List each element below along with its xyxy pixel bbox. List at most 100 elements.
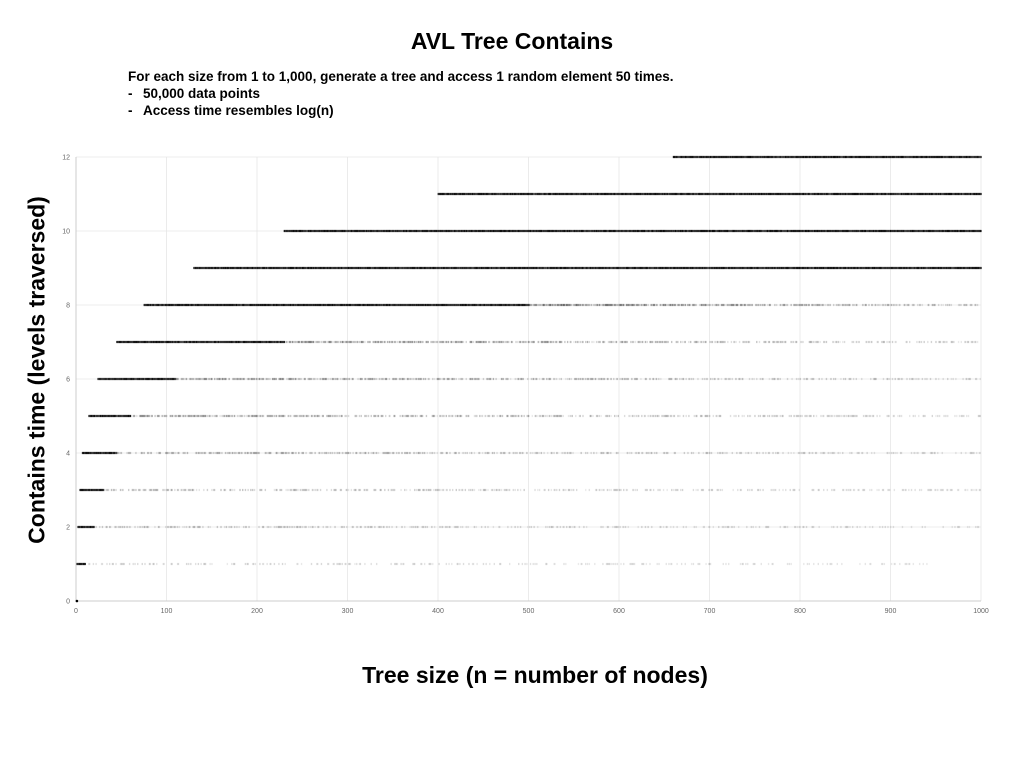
- data-point: [172, 451, 174, 455]
- data-point: [431, 525, 433, 529]
- data-point: [947, 303, 949, 307]
- data-point: [397, 303, 400, 307]
- data-point: [832, 451, 834, 455]
- data-point: [316, 303, 318, 307]
- data-point: [428, 377, 430, 381]
- data-point: [207, 525, 210, 529]
- data-point: [202, 266, 204, 270]
- data-point: [460, 414, 462, 418]
- data-point: [326, 414, 328, 418]
- data-point: [254, 451, 257, 455]
- data-point: [755, 266, 757, 270]
- data-point: [333, 414, 335, 418]
- data-point: [510, 525, 513, 529]
- data-point: [610, 266, 612, 270]
- data-point: [389, 266, 391, 270]
- data-point: [449, 488, 451, 492]
- data-point: [645, 303, 648, 307]
- data-point: [718, 525, 720, 529]
- data-point: [530, 377, 533, 381]
- data-point: [862, 414, 865, 418]
- data-point: [715, 414, 717, 418]
- data-point: [896, 451, 898, 455]
- data-point: [278, 340, 280, 344]
- data-point: [901, 377, 904, 381]
- data-point: [236, 266, 238, 270]
- data-point: [543, 488, 545, 492]
- data-point: [565, 562, 567, 566]
- data-point: [253, 340, 256, 344]
- data-point: [769, 266, 772, 270]
- data-point: [694, 303, 696, 307]
- data-point: [571, 525, 573, 529]
- data-point: [931, 414, 934, 418]
- data-point: [699, 340, 702, 344]
- data-point: [618, 488, 620, 492]
- data-point: [662, 488, 665, 492]
- data-point: [198, 340, 200, 344]
- data-point: [238, 377, 240, 381]
- data-point: [506, 340, 508, 344]
- data-point: [334, 525, 336, 529]
- data-point: [562, 525, 564, 529]
- data-point: [283, 266, 286, 270]
- data-point: [759, 414, 762, 418]
- data-point: [234, 451, 237, 455]
- data-point: [588, 340, 591, 344]
- data-point: [949, 488, 952, 492]
- data-point: [622, 340, 624, 344]
- data-point: [811, 377, 813, 381]
- data-point: [712, 525, 715, 529]
- data-point: [943, 340, 945, 344]
- data-point: [118, 340, 120, 344]
- data-point: [748, 414, 751, 418]
- data-point: [527, 266, 529, 270]
- data-point: [95, 562, 97, 566]
- data-point: [461, 377, 464, 381]
- data-point: [388, 303, 391, 307]
- data-point: [631, 266, 633, 270]
- data-point: [562, 266, 564, 270]
- data-point: [256, 340, 258, 344]
- data-point: [689, 266, 691, 270]
- data-point: [157, 525, 160, 529]
- data-point: [449, 303, 451, 307]
- data-point: [408, 451, 410, 455]
- data-point: [333, 377, 335, 381]
- data-point: [440, 451, 442, 455]
- data-point: [553, 266, 555, 270]
- data-point: [492, 340, 495, 344]
- data-point: [632, 562, 634, 566]
- data-point: [960, 303, 962, 307]
- data-point: [774, 303, 776, 307]
- data-point: [233, 451, 236, 455]
- data-point: [260, 488, 262, 492]
- data-point: [381, 340, 383, 344]
- data-point: [839, 266, 841, 270]
- data-point: [405, 451, 408, 455]
- data-point: [174, 377, 176, 381]
- data-point: [438, 303, 440, 307]
- data-point: [316, 377, 318, 381]
- data-point: [242, 340, 245, 344]
- data-point: [174, 414, 176, 418]
- data-point: [641, 266, 643, 270]
- data-point: [420, 414, 422, 418]
- data-point: [901, 266, 904, 270]
- data-point: [347, 451, 350, 455]
- data-point: [783, 303, 785, 307]
- data-point: [815, 340, 818, 344]
- data-point: [937, 303, 940, 307]
- data-point: [128, 525, 131, 529]
- data-point: [83, 562, 86, 566]
- data-point: [207, 377, 210, 381]
- data-point: [123, 377, 125, 381]
- data-point: [78, 562, 80, 566]
- data-point: [296, 562, 298, 566]
- data-point: [644, 303, 647, 307]
- data-point: [504, 303, 506, 307]
- data-point: [390, 488, 392, 492]
- data-point: [219, 414, 221, 418]
- data-point: [729, 377, 732, 381]
- data-point: [212, 414, 214, 418]
